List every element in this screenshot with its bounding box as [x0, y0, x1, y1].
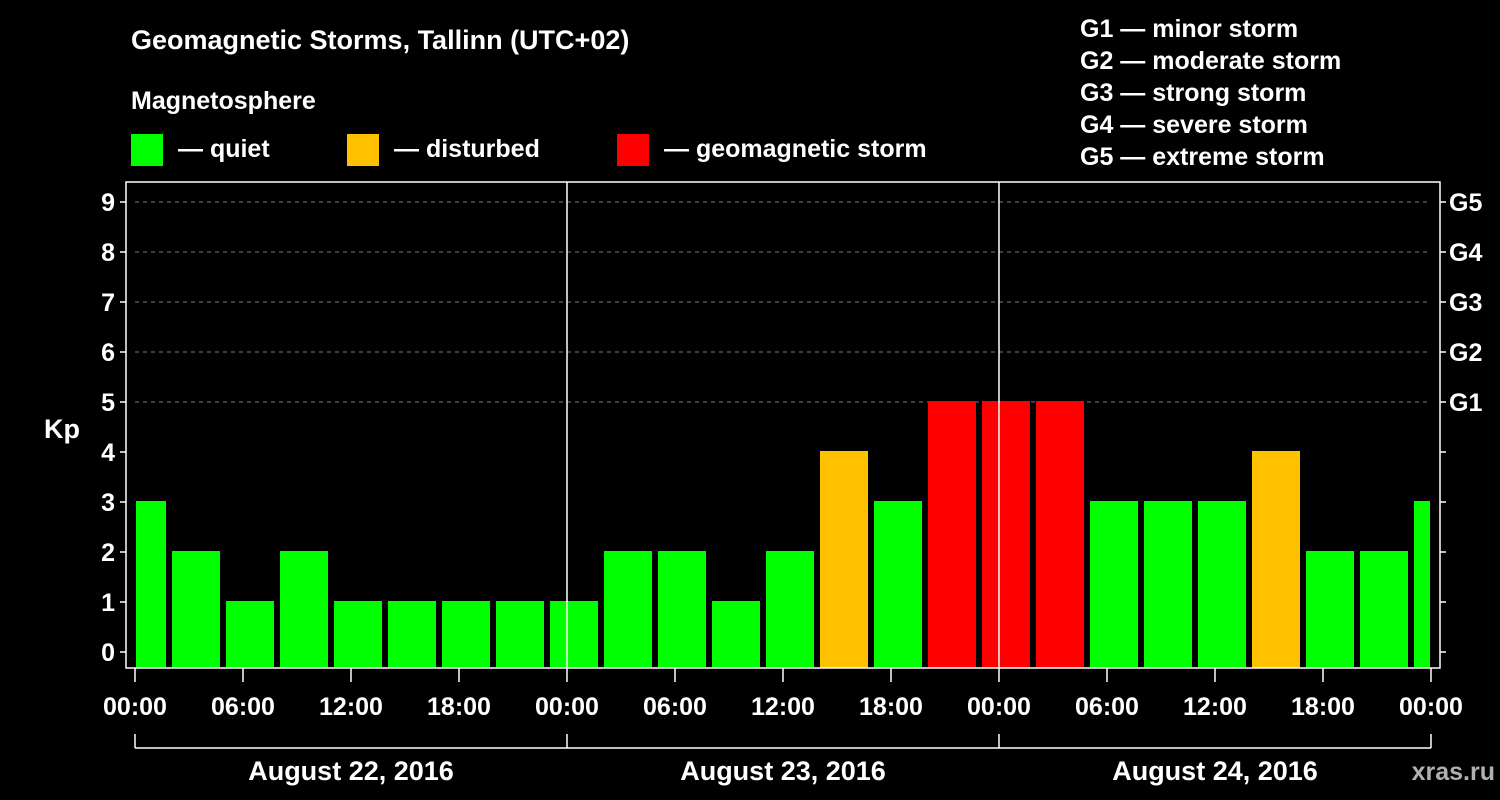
- legend-swatch-quiet: [131, 134, 163, 166]
- y-tick-label: 7: [101, 289, 115, 317]
- legend-label-disturbed: — disturbed: [394, 135, 540, 163]
- kp-bar: [388, 601, 436, 668]
- x-tick-label: 18:00: [1291, 693, 1355, 721]
- kp-bar: [874, 501, 922, 668]
- plot-area: 0 1 2 3 4 5 6 7 8 9 G1 G2 G3 G4 G5 00:00 06:00 12:00 18:00…: [101, 181, 1482, 786]
- y-tick-label: 6: [101, 339, 115, 367]
- kp-bar: [226, 601, 274, 668]
- x-tick-label: 00:00: [967, 693, 1031, 721]
- legend-heading: Magnetosphere: [131, 87, 316, 115]
- kp-bar: [1090, 501, 1138, 668]
- day-label: August 22, 2016: [248, 756, 454, 786]
- storm-scale-g2: G2 — moderate storm: [1080, 47, 1341, 75]
- y-tick-label: 4: [101, 439, 115, 467]
- x-tick-label: 06:00: [643, 693, 707, 721]
- y-tick-label: 0: [101, 639, 115, 667]
- kp-bar: [712, 601, 760, 668]
- chart-title: Geomagnetic Storms, Tallinn (UTC+02): [131, 25, 629, 55]
- storm-scale-g5: G5 — extreme storm: [1080, 143, 1325, 171]
- kp-bar: [1360, 551, 1408, 668]
- kp-bar: [1144, 501, 1192, 668]
- x-tick-label: 18:00: [427, 693, 491, 721]
- x-tick-label: 06:00: [1075, 693, 1139, 721]
- y-tick-label: 3: [101, 489, 115, 517]
- kp-bar: [280, 551, 328, 668]
- x-tick-label: 06:00: [211, 693, 275, 721]
- x-tick-label: 18:00: [859, 693, 923, 721]
- kp-bar: [550, 601, 598, 668]
- storm-scale-g4: G4 — severe storm: [1080, 111, 1308, 139]
- kp-bar: [1252, 451, 1300, 668]
- kp-bar: [172, 551, 220, 668]
- day-label: August 23, 2016: [680, 756, 886, 786]
- kp-bar: [982, 401, 1030, 668]
- kp-bar: [928, 401, 976, 668]
- g-level-label: G1: [1449, 389, 1482, 417]
- storm-scale-g1: G1 — minor storm: [1080, 15, 1298, 43]
- x-tick-label: 00:00: [1399, 693, 1463, 721]
- kp-bar: [1414, 501, 1430, 668]
- legend-label-quiet: — quiet: [178, 135, 270, 163]
- legend-swatch-storm: [617, 134, 649, 166]
- x-tick-label: 12:00: [751, 693, 815, 721]
- y-tick-label: 1: [101, 589, 115, 617]
- y-tick-label: 8: [101, 239, 115, 267]
- y-tick-label: 2: [101, 539, 115, 567]
- g-level-label: G2: [1449, 339, 1482, 367]
- x-tick-label: 12:00: [1183, 693, 1247, 721]
- kp-bar: [658, 551, 706, 668]
- kp-bar: [442, 601, 490, 668]
- kp-bar: [604, 551, 652, 668]
- storm-scale-g3: G3 — strong storm: [1080, 79, 1306, 107]
- kp-bar: [1306, 551, 1354, 668]
- watermark: xras.ru: [1412, 758, 1495, 786]
- x-tick-label: 12:00: [319, 693, 383, 721]
- day-label: August 24, 2016: [1112, 756, 1318, 786]
- legend-swatch-disturbed: [347, 134, 379, 166]
- kp-bar: [766, 551, 814, 668]
- kp-bar: [136, 501, 166, 668]
- kp-bar: [334, 601, 382, 668]
- kp-bar: [496, 601, 544, 668]
- y-tick-label: 9: [101, 189, 115, 217]
- g-level-label: G5: [1449, 189, 1482, 217]
- g-level-label: G3: [1449, 289, 1482, 317]
- x-tick-label: 00:00: [535, 693, 599, 721]
- y-tick-label: 5: [101, 389, 115, 417]
- y-axis-label: Kp: [44, 414, 80, 444]
- kp-bar: [1036, 401, 1084, 668]
- g-level-label: G4: [1449, 239, 1482, 267]
- kp-bar: [820, 451, 868, 668]
- kp-bar: [1198, 501, 1246, 668]
- x-tick-label: 00:00: [103, 693, 167, 721]
- legend-label-storm: — geomagnetic storm: [664, 135, 927, 163]
